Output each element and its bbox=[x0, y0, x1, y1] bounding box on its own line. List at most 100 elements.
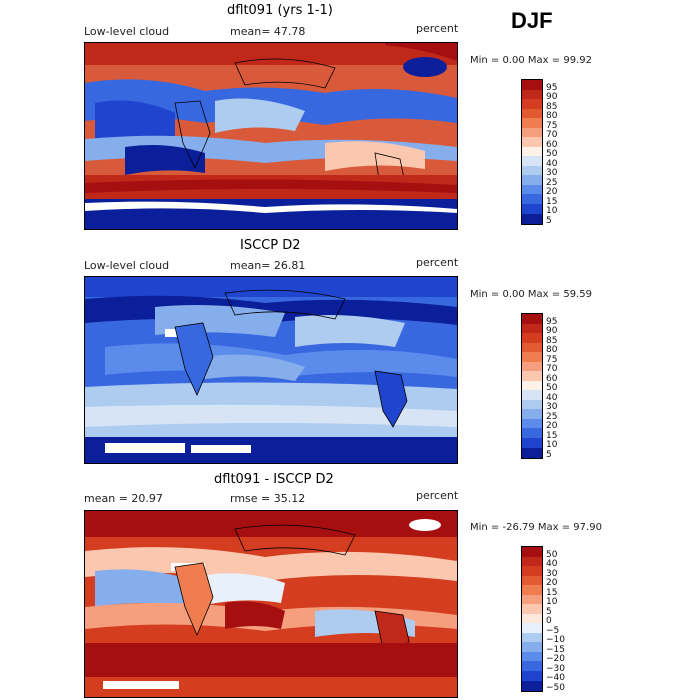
panel-2-title: ISCCP D2 bbox=[240, 238, 301, 253]
colorbar-label: 25 bbox=[546, 178, 558, 188]
colorbar-cell bbox=[522, 566, 542, 576]
colorbar-cell bbox=[522, 633, 542, 642]
panel-1-mean-label: mean= 47.78 bbox=[230, 25, 306, 38]
colorbar-cell bbox=[522, 547, 542, 557]
colorbar-label: 0 bbox=[546, 616, 552, 626]
panel-2-units-label: percent bbox=[416, 256, 459, 269]
colorbar-cell bbox=[522, 671, 542, 681]
colorbar-label: 60 bbox=[546, 140, 558, 150]
colorbar-cell bbox=[522, 390, 542, 400]
colorbar-cell bbox=[522, 80, 542, 90]
colorbar-cell bbox=[522, 371, 542, 381]
panel-3-map bbox=[84, 510, 458, 698]
colorbar-label: 50 bbox=[546, 149, 558, 159]
colorbar-cell bbox=[522, 604, 542, 614]
colorbar-label: 85 bbox=[546, 336, 558, 346]
colorbar-cell bbox=[522, 614, 542, 623]
colorbar-label: 90 bbox=[546, 92, 558, 102]
colorbar-label: 70 bbox=[546, 130, 558, 140]
colorbar-label: 15 bbox=[546, 431, 558, 441]
colorbar-label: −40 bbox=[546, 673, 565, 683]
panel-1-map bbox=[84, 42, 458, 230]
colorbar-cell bbox=[522, 661, 542, 671]
colorbar-label: 30 bbox=[546, 402, 558, 412]
colorbar-cell bbox=[522, 185, 542, 194]
colorbar-label: 15 bbox=[546, 588, 558, 598]
colorbar-label: 75 bbox=[546, 355, 558, 365]
colorbar-cell bbox=[522, 681, 542, 691]
colorbar-label: 5 bbox=[546, 216, 552, 226]
colorbar-label: 75 bbox=[546, 121, 558, 131]
colorbar-label: 5 bbox=[546, 607, 552, 617]
colorbar-cell bbox=[522, 166, 542, 175]
colorbar-cell bbox=[522, 214, 542, 224]
colorbar-cell bbox=[522, 137, 542, 147]
colorbar-label: 80 bbox=[546, 345, 558, 355]
panel-3-units-label: percent bbox=[416, 489, 459, 502]
colorbar-label: −10 bbox=[546, 635, 565, 645]
colorbar-label: 85 bbox=[546, 102, 558, 112]
panel-3-title: dflt091 - ISCCP D2 bbox=[214, 472, 334, 487]
colorbar-label: 95 bbox=[546, 83, 558, 93]
panel-3-mean-label: mean = 20.97 bbox=[84, 492, 163, 505]
colorbar-cell bbox=[522, 381, 542, 390]
colorbar-cell bbox=[522, 585, 542, 595]
colorbar-cell bbox=[522, 194, 542, 204]
colorbar-label: −20 bbox=[546, 654, 565, 664]
colorbar-label: 30 bbox=[546, 569, 558, 579]
colorbar-cell bbox=[522, 324, 542, 333]
colorbar-cell bbox=[522, 428, 542, 438]
colorbar-cell bbox=[522, 118, 542, 128]
panel-1-colorbar: 95 90 85 80 75 70 60 50 40 30 25 20 15 1… bbox=[521, 79, 557, 226]
colorbar-cell bbox=[522, 352, 542, 362]
panel-2-variable-label: Low-level cloud bbox=[84, 259, 170, 272]
colorbar-label: 10 bbox=[546, 440, 558, 450]
panel-1-title: dflt091 (yrs 1-1) bbox=[227, 3, 333, 18]
colorbar-cell bbox=[522, 314, 542, 324]
colorbar-label: 5 bbox=[546, 450, 552, 460]
colorbar-cell bbox=[522, 99, 542, 109]
panel-1-variable-label: Low-level cloud bbox=[84, 25, 170, 38]
panel-1-units-label: percent bbox=[416, 22, 459, 35]
colorbar-label: 20 bbox=[546, 187, 558, 197]
colorbar-label: 40 bbox=[546, 559, 558, 569]
colorbar-label: 40 bbox=[546, 393, 558, 403]
panel-3-min-max: Min = -26.79 Max = 97.90 bbox=[470, 522, 602, 533]
colorbar-cell bbox=[522, 642, 542, 652]
colorbar-label: 30 bbox=[546, 168, 558, 178]
colorbar-cell bbox=[522, 204, 542, 214]
colorbar-label: 50 bbox=[546, 550, 558, 560]
panel-2-min-max: Min = 0.00 Max = 59.59 bbox=[470, 289, 592, 300]
colorbar-label: 10 bbox=[546, 597, 558, 607]
colorbar-cell bbox=[522, 448, 542, 458]
panel-1-min-max: Min = 0.00 Max = 99.92 bbox=[470, 55, 592, 66]
colorbar-cell bbox=[522, 343, 542, 352]
panel-3-rmse-label: rmse = 35.12 bbox=[230, 492, 306, 505]
colorbar-cell bbox=[522, 147, 542, 156]
colorbar-cell bbox=[522, 438, 542, 448]
colorbar-cell bbox=[522, 557, 542, 566]
panel-2-map bbox=[84, 276, 458, 464]
colorbar-label: −30 bbox=[546, 664, 565, 674]
colorbar-label: 90 bbox=[546, 326, 558, 336]
colorbar-cell bbox=[522, 400, 542, 409]
colorbar-cell bbox=[522, 419, 542, 428]
colorbar-label: −5 bbox=[546, 626, 560, 636]
colorbar-label: 10 bbox=[546, 206, 558, 216]
panel-2-colorbar: 95 90 85 80 75 70 60 50 40 30 25 20 15 1… bbox=[521, 313, 557, 460]
colorbar-cell bbox=[522, 362, 542, 371]
colorbar-cell bbox=[522, 409, 542, 419]
colorbar-label: 70 bbox=[546, 364, 558, 374]
season-label: DJF bbox=[511, 8, 553, 33]
colorbar-label: 40 bbox=[546, 159, 558, 169]
colorbar-cell bbox=[522, 128, 542, 137]
panel-2-mean-label: mean= 26.81 bbox=[230, 259, 306, 272]
colorbar-label: −15 bbox=[546, 645, 565, 655]
colorbar-cell bbox=[522, 623, 542, 633]
colorbar-label: 20 bbox=[546, 421, 558, 431]
colorbar-cell bbox=[522, 175, 542, 185]
colorbar-label: 95 bbox=[546, 317, 558, 327]
colorbar-cell bbox=[522, 652, 542, 661]
colorbar-cell bbox=[522, 333, 542, 343]
colorbar-cell bbox=[522, 90, 542, 99]
